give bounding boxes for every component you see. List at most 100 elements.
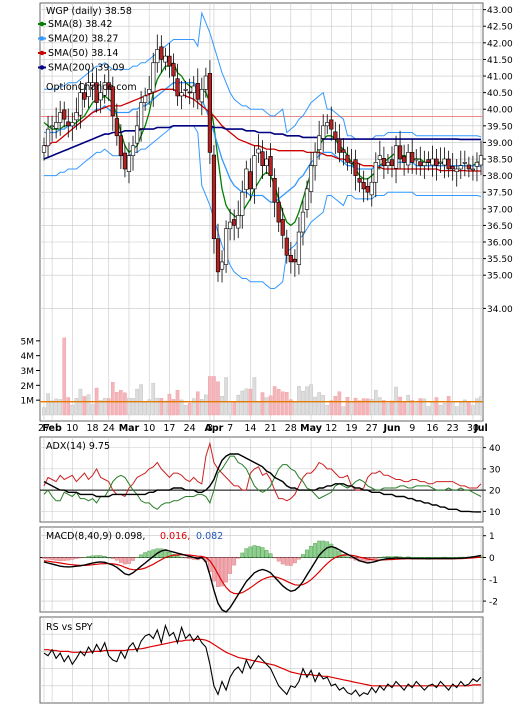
candle-body xyxy=(361,181,366,190)
macd-histogram-bar xyxy=(260,547,265,558)
macd-histogram-bar xyxy=(98,555,103,558)
candle-body xyxy=(155,49,160,64)
x-tick-label: 19 xyxy=(345,423,357,434)
volume-bar xyxy=(297,386,301,416)
candle-body xyxy=(268,156,273,176)
axis-tick-label: 0 xyxy=(489,554,495,564)
x-tick-label: 30 xyxy=(467,423,479,434)
candle-body xyxy=(365,185,370,193)
candle-body xyxy=(179,92,184,97)
volume-bar xyxy=(54,398,58,416)
candle-body xyxy=(223,228,229,265)
volume-bar xyxy=(321,394,325,416)
macd-histogram-bar xyxy=(280,557,285,565)
volume-bar xyxy=(438,405,443,416)
macd-label: MACD(8,40,9) 0.098, xyxy=(46,531,145,542)
candle-body xyxy=(438,162,443,164)
volume-bar xyxy=(131,398,135,416)
price-tick-label: 35.00 xyxy=(487,272,513,282)
volume-bar xyxy=(382,400,386,416)
volume-bar xyxy=(46,393,50,416)
candle-body xyxy=(203,75,208,90)
macd-histogram-bar xyxy=(159,548,164,558)
x-tick-label: 7 xyxy=(227,423,233,434)
volume-bar xyxy=(171,399,176,416)
x-tick-label: Apr xyxy=(205,423,224,434)
axis-tick-label: 10 xyxy=(489,508,501,518)
candle-body xyxy=(252,155,257,190)
rs-line xyxy=(43,623,482,697)
x-tick-label: 27 xyxy=(38,423,50,434)
x-tick-label: 3 xyxy=(207,423,213,434)
candle-body xyxy=(175,78,180,97)
macd-histogram-bar xyxy=(446,557,451,558)
candle-body xyxy=(58,112,63,123)
candle-body xyxy=(397,145,403,160)
x-tick-label: Jul xyxy=(473,423,488,434)
macd-histogram-bar xyxy=(406,556,411,558)
candle-body xyxy=(74,112,79,121)
candle-body xyxy=(288,254,293,263)
volume-tick-label: 1M xyxy=(21,397,35,407)
volume-bar xyxy=(204,394,208,416)
volume-tick-label: 4M xyxy=(21,352,35,362)
macd-histogram-bar xyxy=(381,556,386,558)
macd-histogram-bar xyxy=(442,556,447,558)
price-tick-label: 39.00 xyxy=(487,139,513,149)
macd-histogram-bar xyxy=(373,557,378,560)
macd-histogram-bar xyxy=(135,557,139,558)
legend-entry: SMA(200) 39.09 xyxy=(48,63,125,74)
volume-bar xyxy=(422,398,427,416)
candle-body xyxy=(304,188,310,210)
candle-body xyxy=(118,135,123,157)
axis-tick-label: 1 xyxy=(489,532,495,542)
volume-bar xyxy=(430,401,435,416)
price-tick-label: 40.00 xyxy=(487,106,513,116)
macd-histogram-bar xyxy=(414,557,419,558)
candle-body xyxy=(454,168,459,172)
candle-body xyxy=(470,168,476,171)
volume-bar xyxy=(179,399,184,416)
macd-histogram-bar xyxy=(309,545,313,558)
macd-signal-label: 0.016, xyxy=(160,531,190,542)
macd-histogram-bar xyxy=(292,557,297,564)
candle-body xyxy=(167,55,172,67)
volume-bar xyxy=(471,405,475,416)
candle-body xyxy=(122,152,128,170)
axis-tick-label: 30 xyxy=(489,465,501,475)
macd-histogram-bar xyxy=(151,549,156,558)
price-tick-label: 40.50 xyxy=(487,89,513,99)
axis-tick-label: -2 xyxy=(489,598,498,608)
candle-body xyxy=(183,89,188,91)
volume-bar xyxy=(293,402,297,416)
candle-body xyxy=(308,165,314,192)
candle-body xyxy=(466,164,471,170)
volume-bar xyxy=(50,400,54,416)
candle-body xyxy=(191,85,196,93)
x-tick-label: 24 xyxy=(103,423,115,434)
candle-body xyxy=(313,152,318,166)
legend-marker xyxy=(39,21,45,27)
price-tick-label: 37.00 xyxy=(487,205,513,215)
price-tick-label: 38.50 xyxy=(487,156,513,166)
macd-histogram-bar xyxy=(268,553,273,558)
legend-marker xyxy=(39,50,45,56)
price-tick-label: 42.50 xyxy=(487,23,513,33)
macd-histogram-bar xyxy=(42,557,46,559)
volume-bar xyxy=(284,392,289,416)
macd-histogram-bar xyxy=(163,549,168,558)
volume-bar xyxy=(200,399,204,416)
candle-body xyxy=(232,219,237,226)
volume-bar xyxy=(406,394,410,416)
candle-body xyxy=(130,145,136,157)
macd-histogram-bar xyxy=(86,556,91,558)
legend-entry: SMA(8) 38.42 xyxy=(48,19,112,30)
candle-body xyxy=(106,82,111,90)
volume-bar xyxy=(365,398,370,416)
macd-histogram-bar xyxy=(301,554,305,558)
macd-histogram-bar xyxy=(345,556,350,558)
x-tick-label: 28 xyxy=(285,423,297,434)
volume-bar xyxy=(333,396,338,416)
volume-bar xyxy=(102,398,107,416)
candle-body xyxy=(377,155,382,160)
